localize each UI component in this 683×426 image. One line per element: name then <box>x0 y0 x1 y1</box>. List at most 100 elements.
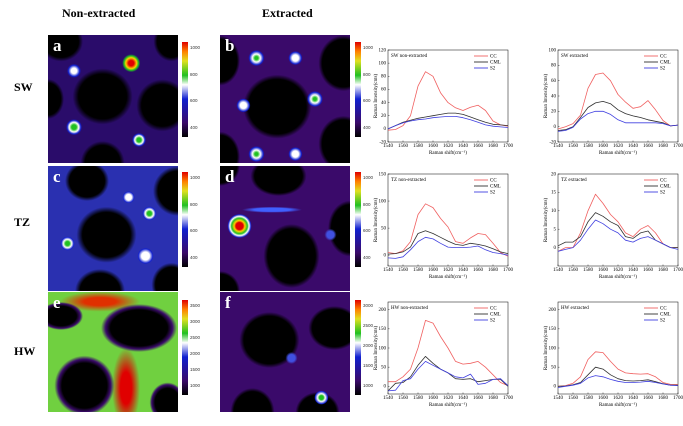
y-tick-label: 50 <box>381 226 387 231</box>
series-line-cml <box>557 101 679 131</box>
colorbar-f <box>355 300 361 395</box>
chart-title: SW extracted <box>561 54 588 59</box>
y-tick-label: 100 <box>549 346 557 351</box>
y-tick-label: 100 <box>549 48 557 53</box>
raman-map-e: e <box>48 292 178 412</box>
y-tick-label: 15 <box>551 191 557 196</box>
legend-label: CC <box>660 307 667 312</box>
y-tick-label: 50 <box>381 365 387 370</box>
colorbar-tick: 3000 <box>363 303 374 308</box>
x-tick-label: 1560 <box>398 396 409 401</box>
y-axis-label: Raman Intensity(cnts) <box>544 198 549 243</box>
x-axis-label: Raman shift(cm⁻¹) <box>429 402 467 408</box>
x-tick-label: 1700 <box>673 144 683 149</box>
y-tick-label: 60 <box>381 88 387 93</box>
x-tick-label: 1620 <box>443 268 454 273</box>
series-line-cc <box>557 72 679 130</box>
colorbar-tick: 2000 <box>363 343 374 348</box>
colorbar-tick: 2500 <box>190 335 201 340</box>
y-axis-label: Raman Intensity(cnts) <box>374 74 379 119</box>
colorbar-tick: 600 <box>363 228 371 234</box>
x-tick-label: 1660 <box>643 396 654 401</box>
x-tick-label: 1560 <box>398 144 409 149</box>
y-tick-label: 0 <box>384 127 387 132</box>
y-tick-label: 40 <box>551 94 557 99</box>
x-tick-label: 1680 <box>658 396 669 401</box>
series-line-cc <box>387 203 509 257</box>
legend-label: S2 <box>490 319 496 324</box>
series-line-s2 <box>387 361 509 392</box>
x-axis-label: Raman shift(cm⁻¹) <box>429 150 467 156</box>
chart-title: HW non-extracted <box>391 306 428 311</box>
x-tick-label: 1580 <box>413 144 424 149</box>
spectrum-sw-extracted: 1540 1560 1580 1600 1620 1640 1660 1680 1700 -20 0… <box>540 48 683 161</box>
x-tick-label: 1580 <box>583 268 594 273</box>
y-tick-label: 80 <box>381 75 387 80</box>
x-axis-label: Raman shift(cm⁻¹) <box>599 402 637 408</box>
y-tick-label: 0 <box>384 253 387 258</box>
row-label-hw: HW <box>14 344 36 358</box>
colorbar-tick: 600 <box>190 98 198 104</box>
x-tick-label: 1560 <box>568 396 579 401</box>
x-tick-label: 1540 <box>383 144 394 149</box>
x-tick-label: 1680 <box>488 268 499 273</box>
spectrum-tz-extracted: 1540 1560 1580 1600 1620 1640 1660 1680 1700 0 5 10… <box>540 172 683 285</box>
chart-svg: 1540 1560 1580 1600 1620 1640 1660 1680 1700 -20 0… <box>374 48 514 156</box>
x-tick-label: 1540 <box>383 396 394 401</box>
colorbar-tick: 1000 <box>190 45 201 50</box>
x-tick-label: 1600 <box>428 396 439 401</box>
y-tick-label: 5 <box>554 228 557 233</box>
colorbar-tick: 1000 <box>363 175 374 180</box>
x-tick-label: 1680 <box>488 396 499 401</box>
chart-svg: 1540 1560 1580 1600 1620 1640 1660 1680 1700 0 50 1… <box>544 301 683 408</box>
chart-svg: 1540 1560 1580 1600 1620 1640 1660 1680 1700 0 50 1… <box>374 301 514 408</box>
series-line-cc <box>387 71 509 131</box>
y-tick-label: 20 <box>381 114 387 119</box>
colorbar-c <box>182 172 188 267</box>
colorbar-tick: 400 <box>363 255 371 260</box>
legend-label: CML <box>660 185 671 190</box>
spectrum-sw-non-extracted: 1540 1560 1580 1600 1620 1640 1660 1680 1700 -20 0… <box>370 48 514 161</box>
colorbar-tick: 3000 <box>190 319 201 324</box>
x-tick-label: 1640 <box>458 396 469 401</box>
legend-label: S2 <box>660 191 666 196</box>
colorbar-e <box>182 300 188 395</box>
x-tick-label: 1600 <box>598 268 609 273</box>
raman-map-f: f <box>220 292 350 412</box>
colorbar-tick: 800 <box>190 201 198 207</box>
x-tick-label: 1580 <box>583 396 594 401</box>
x-tick-label: 1660 <box>643 144 654 149</box>
legend-label: CC <box>660 179 667 184</box>
chart-svg: 1540 1560 1580 1600 1620 1640 1660 1680 1700 0 5 10… <box>544 172 683 280</box>
y-axis-label: Raman Intensity(cnts) <box>544 326 549 371</box>
panel-label-e: e <box>53 293 61 312</box>
x-tick-label: 1580 <box>583 144 594 149</box>
colorbar-tick: 1000 <box>363 45 374 50</box>
raman-map-b: b <box>220 35 350 163</box>
series-line-s2 <box>557 219 679 252</box>
colorbar-tick: 1000 <box>190 383 201 388</box>
colorbar-tick: 1000 <box>190 175 201 180</box>
chart-svg: 1540 1560 1580 1600 1620 1640 1660 1680 1700 -20 0… <box>544 48 683 156</box>
colorbar-ticks-a: 400 600 800 1000 <box>190 42 220 137</box>
x-tick-label: 1560 <box>398 268 409 273</box>
y-tick-label: 20 <box>551 172 557 177</box>
x-tick-label: 1540 <box>383 268 394 273</box>
x-tick-label: 1540 <box>553 396 564 401</box>
panel-label-b: b <box>225 36 235 55</box>
x-tick-label: 1700 <box>673 396 683 401</box>
colorbar-tick: 2500 <box>363 323 374 328</box>
legend-label: CML <box>490 185 501 190</box>
chart-title: TZ extracted <box>561 178 587 183</box>
colorbar-ticks-d: 400 600 800 1000 <box>363 172 393 267</box>
y-axis-label: Raman Intensity(cnts) <box>374 326 379 371</box>
y-tick-label: 150 <box>379 327 387 332</box>
colorbar-ticks-f: 1000 1500 2000 2500 3000 <box>363 300 393 395</box>
panel-label-f: f <box>225 293 231 312</box>
row-label-sw: SW <box>14 80 33 94</box>
series-line-s2 <box>557 375 679 388</box>
chart-svg: 1540 1560 1580 1600 1620 1640 1660 1680 1700 0 50 1… <box>374 172 514 280</box>
x-axis-label: Raman shift(cm⁻¹) <box>599 274 637 280</box>
x-tick-label: 1600 <box>598 144 609 149</box>
x-tick-label: 1600 <box>428 144 439 149</box>
